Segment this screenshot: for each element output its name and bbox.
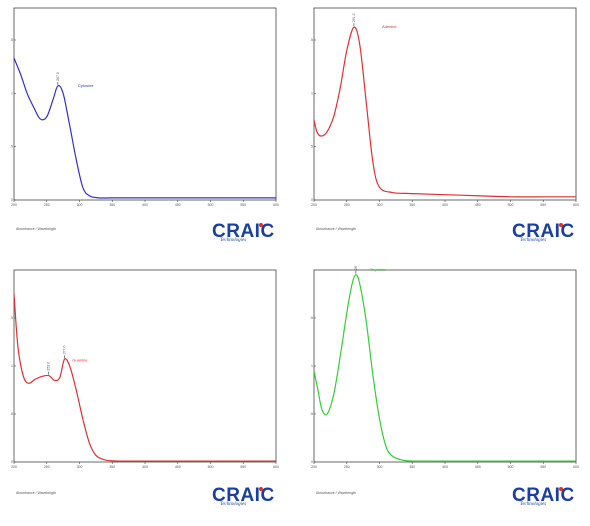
- y-tick-label: .5: [10, 412, 13, 416]
- x-tick-label: 300: [377, 465, 383, 469]
- x-tick-label: 300: [377, 203, 383, 207]
- logo-dot: [259, 223, 263, 227]
- chart-panel-cytosine: 200 250 300 350 400 450 500 550 600 0 .5 1 1.5 267.0 C…: [10, 4, 282, 252]
- x-tick-label: 400: [442, 203, 448, 207]
- x-tick-label: 250: [44, 465, 50, 469]
- peak-label: 261.0: [352, 13, 356, 22]
- y-tick-label: 1.5: [10, 316, 13, 320]
- x-tick-label: 400: [142, 465, 148, 469]
- x-tick-label: 600: [273, 203, 279, 207]
- craic-logo: CRAIC Technologies: [512, 221, 575, 243]
- x-tick-label: 350: [109, 203, 115, 207]
- y-tick-label: 1.5: [10, 38, 13, 42]
- x-tick-label: 350: [409, 465, 415, 469]
- logo-dot: [259, 487, 263, 491]
- chart-svg: 200 250 300 350 400 450 500 550 600 0 .5 1 1.5 267.0 C…: [10, 7, 279, 207]
- series-label: Guanine: [72, 357, 88, 362]
- series-label: Thymine: [370, 267, 386, 272]
- x-tick-label: 200: [311, 465, 317, 469]
- x-tick-label: 500: [508, 203, 514, 207]
- spectrum-line: [13, 293, 276, 462]
- peak-label: 267.0: [56, 72, 60, 81]
- x-tick-label: 300: [77, 203, 83, 207]
- peak-label: 277.0: [62, 345, 66, 354]
- craic-logo: CRAIC Technologies: [212, 485, 275, 507]
- chart-panel-thymine: 200 250 300 350 400 450 500 550 600 0 .5 1 1.5 264.0 T…: [310, 266, 582, 514]
- x-tick-label: 200: [11, 203, 17, 207]
- footer-label: Absorbance / Wavelength: [316, 227, 356, 231]
- x-tick-label: 250: [344, 203, 350, 207]
- x-tick-label: 200: [11, 465, 17, 469]
- y-tick-label: 0: [311, 460, 313, 464]
- y-tick-label: .5: [310, 145, 313, 149]
- y-tick-label: .5: [310, 412, 313, 416]
- y-tick-label: 1: [311, 91, 313, 95]
- x-tick-label: 250: [344, 465, 350, 469]
- spectrum-line: [13, 57, 276, 199]
- plot-frame: [313, 269, 577, 463]
- x-tick-label: 450: [175, 465, 181, 469]
- x-tick-label: 600: [573, 203, 579, 207]
- y-tick-label: 0: [11, 460, 13, 464]
- x-tick-label: 500: [208, 203, 214, 207]
- chart-svg: 200 250 300 350 400 450 500 550 600 0 .5 1 1.5 264.0 T…: [310, 266, 579, 469]
- x-tick-label: 500: [208, 465, 214, 469]
- footer-label: Absorbance / Wavelength: [316, 491, 356, 495]
- footer-label: Absorbance / Wavelength: [16, 491, 56, 495]
- x-tick-label: 350: [109, 465, 115, 469]
- y-tick-label: 1.5: [310, 38, 313, 42]
- x-tick-label: 450: [175, 203, 181, 207]
- chart-panel-guanine: 200 250 300 350 400 450 500 550 600 0 .5 1 1.5 253.0 2…: [10, 266, 282, 514]
- x-tick-label: 550: [540, 465, 546, 469]
- y-tick-label: 0: [11, 198, 13, 202]
- peak-label: 253.0: [47, 362, 51, 371]
- x-tick-label: 600: [573, 465, 579, 469]
- x-tick-label: 550: [240, 203, 246, 207]
- x-tick-label: 400: [442, 465, 448, 469]
- x-tick-label: 300: [77, 465, 83, 469]
- spectrum-line: [313, 274, 576, 462]
- x-tick-label: 600: [273, 465, 279, 469]
- y-tick-label: 1.5: [310, 316, 313, 320]
- chart-svg: 200 250 300 350 400 450 500 550 600 0 .5 1 1.5 261.0 A…: [310, 7, 579, 207]
- craic-logo: CRAIC Technologies: [212, 221, 275, 243]
- plot-frame: [13, 7, 277, 201]
- chart-panel-adenine: 200 250 300 350 400 450 500 550 600 0 .5 1 1.5 261.0 A…: [310, 4, 582, 252]
- y-tick-label: 1: [11, 364, 13, 368]
- x-tick-label: 550: [240, 465, 246, 469]
- logo-dot: [559, 223, 563, 227]
- craic-logo: CRAIC Technologies: [512, 485, 575, 507]
- y-tick-label: .5: [10, 145, 13, 149]
- plot-frame: [313, 7, 577, 201]
- series-label: Adenine: [382, 24, 397, 29]
- x-tick-label: 250: [44, 203, 50, 207]
- x-tick-label: 450: [475, 465, 481, 469]
- spectrum-line: [313, 26, 576, 198]
- x-tick-label: 400: [142, 203, 148, 207]
- chart-svg: 200 250 300 350 400 450 500 550 600 0 .5 1 1.5 253.0 2…: [10, 269, 279, 469]
- logo-dot: [559, 487, 563, 491]
- y-tick-label: 1: [11, 91, 13, 95]
- series-label: Cytosine: [78, 83, 94, 88]
- x-tick-label: 550: [540, 203, 546, 207]
- y-tick-label: 0: [311, 198, 313, 202]
- footer-label: Absorbance / Wavelength: [16, 227, 56, 231]
- x-tick-label: 200: [311, 203, 317, 207]
- plot-frame: [13, 269, 277, 463]
- x-tick-label: 450: [475, 203, 481, 207]
- y-tick-label: 1: [311, 364, 313, 368]
- peak-label: 264.0: [354, 266, 358, 270]
- x-tick-label: 350: [409, 203, 415, 207]
- x-tick-label: 500: [508, 465, 514, 469]
